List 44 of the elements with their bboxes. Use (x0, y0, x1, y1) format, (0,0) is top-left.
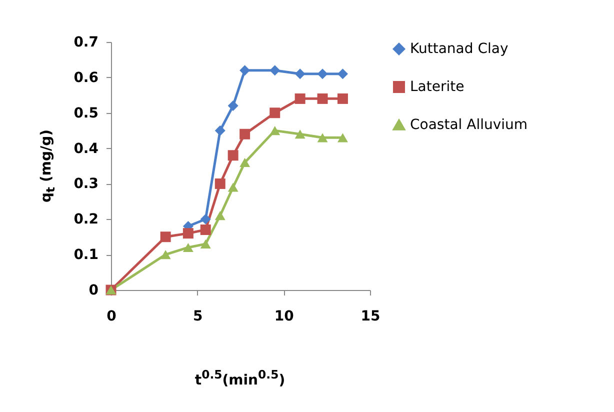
point (214, 211, 226, 220)
point (337, 93, 348, 104)
point (240, 158, 250, 167)
point (294, 130, 306, 139)
point (214, 125, 226, 136)
y-tick-label: 0.6 (74, 70, 98, 86)
y-tick-label: 0.3 (74, 176, 98, 192)
y-tick-label: 0.7 (74, 34, 98, 50)
legend-label: Laterite (410, 79, 464, 95)
legend-label: Coastal Alluvium (410, 117, 528, 133)
point (294, 93, 306, 104)
point (200, 214, 211, 224)
y-tick-label: 0 (88, 282, 99, 298)
y-tick-label: 0.4 (74, 140, 99, 157)
point (228, 150, 238, 161)
point (182, 228, 194, 239)
legend-label: Kuttanad Clay (410, 41, 508, 57)
point (317, 93, 328, 104)
point (228, 100, 238, 112)
point (182, 242, 194, 252)
point (270, 65, 280, 76)
point (337, 133, 348, 142)
y-tick-label: 0.5 (74, 105, 98, 122)
point (337, 68, 348, 80)
point (200, 239, 211, 248)
point (228, 182, 238, 192)
x-tick-label: 5 (192, 308, 203, 324)
point (214, 178, 226, 189)
point (160, 232, 171, 242)
point (270, 126, 280, 136)
point (200, 224, 211, 236)
y-tick-label: 0.1 (74, 247, 98, 264)
x-axis-title: t$^{0.5}$(min$^{0.5}$) (194, 368, 286, 388)
x-tick-label: 0 (106, 308, 117, 324)
point (317, 133, 328, 142)
point (317, 68, 328, 80)
point (160, 250, 171, 260)
x-tick-label: 10 (274, 308, 294, 324)
y-tick-label: 0.2 (74, 212, 98, 228)
point (240, 128, 250, 140)
point (294, 68, 306, 80)
x-tick-label: 15 (360, 308, 380, 324)
point (270, 108, 280, 118)
point (240, 65, 250, 76)
